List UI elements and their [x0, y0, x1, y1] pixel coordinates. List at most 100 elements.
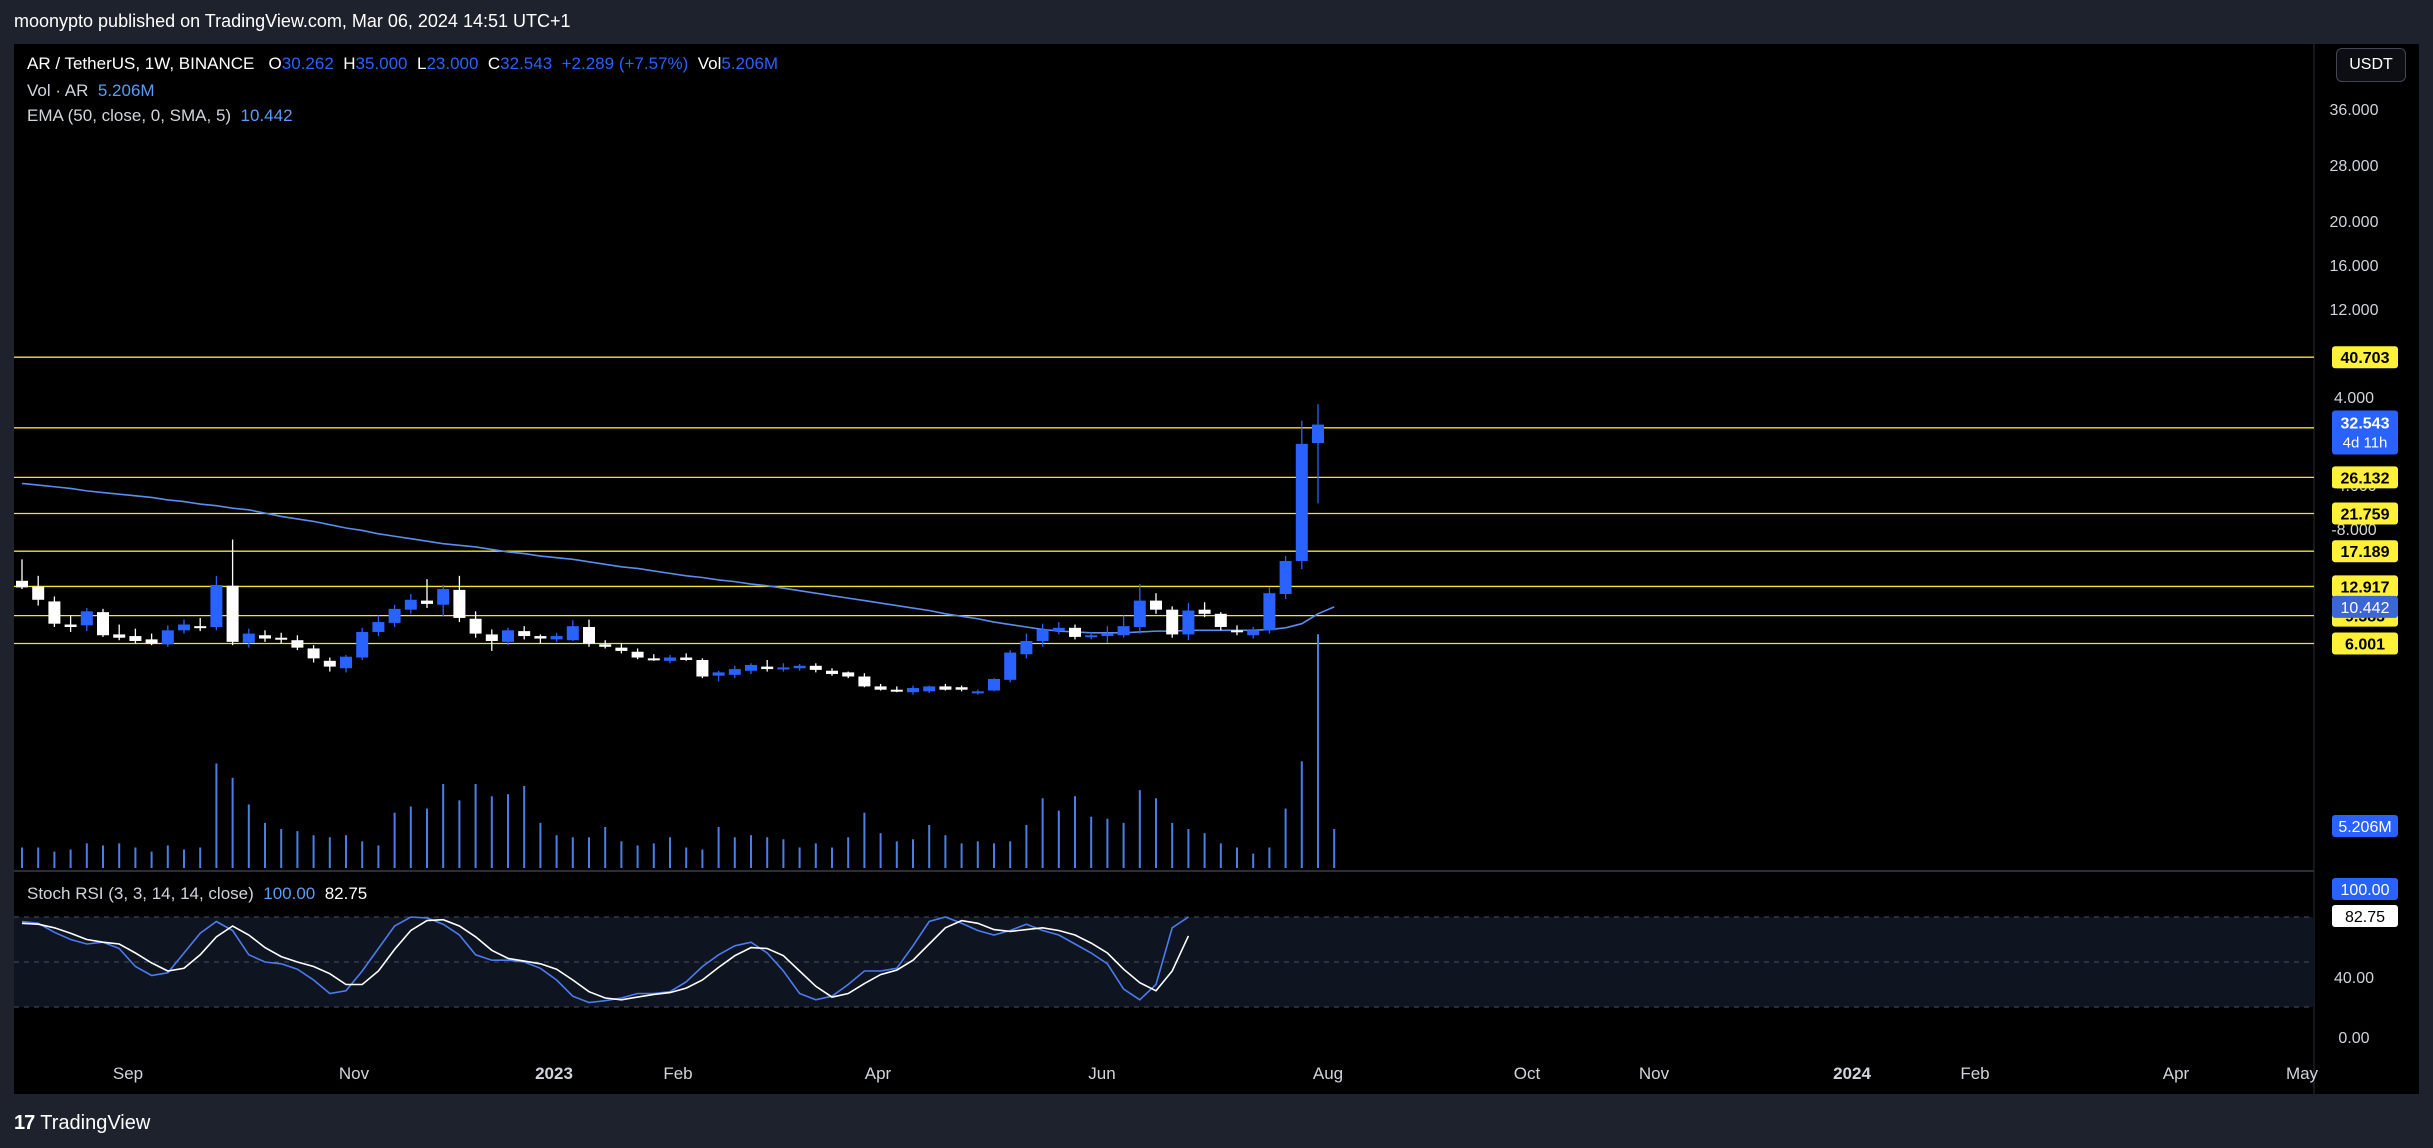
candle-body [372, 622, 385, 632]
low-label: L [416, 54, 427, 73]
candle-body [1295, 443, 1308, 561]
candle-body [1036, 629, 1049, 642]
candle-body [323, 660, 336, 667]
stoch-k-label-bg [2332, 878, 2398, 900]
stoch-d-value: 82.75 [324, 884, 368, 903]
candle-body [340, 656, 352, 669]
candle-body [1150, 600, 1162, 610]
candle-body [1020, 641, 1033, 655]
candle-body [583, 627, 595, 644]
vol-label: Vol [697, 54, 722, 73]
level-label: 17.189 [2341, 544, 2390, 561]
candle-body [1117, 626, 1130, 636]
candle-body [809, 665, 822, 670]
candle-body [599, 644, 612, 647]
candle-body [647, 658, 660, 661]
currency-button[interactable]: USDT [2336, 48, 2406, 82]
candle-body [1085, 635, 1098, 638]
candle-body [664, 657, 676, 661]
candle-body [1182, 610, 1195, 635]
price-tick-label: 36.000 [2330, 102, 2379, 119]
time-tick-label: Feb [663, 1064, 692, 1083]
level-label-bg [2332, 346, 2398, 369]
ema-line [21, 482, 1335, 634]
candle-body [388, 608, 401, 623]
volume-label-bg [2332, 815, 2398, 837]
price-tick-label: 12.000 [2330, 302, 2379, 319]
price-tick-label: 20.000 [2330, 214, 2379, 231]
time-tick-label: Nov [339, 1064, 370, 1083]
ema-label-bg [2332, 595, 2398, 618]
level-label: 12.917 [2341, 579, 2390, 596]
level-label-bg [2332, 575, 2398, 598]
last-price-label: 32.543 [2341, 416, 2390, 433]
time-tick-label: May [2286, 1064, 2319, 1083]
price-tick-label: -8.000 [2331, 522, 2376, 539]
vol-value: 5.206M [721, 54, 779, 73]
volume-label: 5.206M [2338, 819, 2391, 836]
candle-body [275, 637, 288, 640]
time-tick-label: 2024 [1833, 1064, 1871, 1083]
volume-indicator-value: 5.206M [97, 81, 155, 100]
time-tick-label: Sep [113, 1064, 143, 1083]
open-value: 30.262 [281, 54, 334, 73]
last-price-label-bg [2332, 410, 2398, 455]
chart-area[interactable]: 36.00028.00020.00016.00012.0004.0000.000… [14, 44, 2419, 1094]
candle-body [1231, 630, 1243, 633]
candle-body [16, 580, 28, 588]
candle-body [955, 687, 968, 690]
time-tick-label: Oct [1514, 1064, 1541, 1083]
candle-body [1166, 609, 1179, 635]
candle-body [1069, 627, 1081, 637]
candle-body [907, 688, 919, 693]
high-value: 35.000 [355, 54, 408, 73]
candle-body [242, 633, 255, 643]
candle-body [777, 667, 790, 670]
candle-body [161, 630, 174, 645]
stoch-k-line [21, 916, 1189, 1004]
level-label-bg [2332, 502, 2398, 525]
time-tick-label: Apr [2163, 1064, 2190, 1083]
candle-body [939, 686, 952, 690]
stoch-tick-label: 0.00 [2338, 1030, 2369, 1047]
level-label-bg [2332, 540, 2398, 563]
time-tick-label: Apr [865, 1064, 892, 1083]
ema-label: 10.442 [2341, 600, 2390, 617]
close-value: 32.543 [500, 54, 553, 73]
level-label: 6.001 [2345, 636, 2385, 653]
candle-body [178, 624, 190, 631]
ema-legend: EMA (50, close, 0, SMA, 5) 10.442 [27, 106, 293, 126]
price-tick-label: 28.000 [2330, 158, 2379, 175]
tradingview-logo-icon: 17 [14, 1112, 35, 1134]
volume-legend: Vol · AR 5.206M [27, 81, 155, 101]
candle-body [696, 660, 709, 677]
tradingview-logo[interactable]: 17 TradingView [14, 1112, 150, 1135]
stoch-legend: Stoch RSI (3, 3, 14, 14, close) 100.00 8… [27, 884, 367, 904]
price-tick-label: 16.000 [2330, 258, 2379, 275]
stoch-d-label-bg [2332, 905, 2398, 927]
candle-body [793, 665, 806, 669]
level-label: 26.132 [2341, 470, 2390, 487]
stoch-k-label: 100.00 [2341, 882, 2390, 899]
price-tick-label: 4.000 [2334, 390, 2374, 407]
volume-indicator-name: Vol · AR [27, 81, 89, 100]
footer: 17 TradingView [0, 1100, 2433, 1148]
candle-body [113, 634, 126, 638]
candle-body [129, 636, 142, 642]
candle-body [80, 611, 93, 626]
candle-body [923, 686, 936, 692]
countdown-label: 4d 11h [2343, 435, 2388, 452]
open-label: O [268, 54, 282, 73]
candle-body [550, 636, 563, 640]
time-tick-label: Feb [1960, 1064, 1989, 1083]
symbol-legend: AR / TetherUS, 1W, BINANCE O30.262 H35.0… [27, 54, 778, 74]
candle-body [890, 689, 903, 692]
candle-body [518, 631, 531, 637]
candle-body [1214, 613, 1227, 627]
candle-body [631, 651, 644, 658]
candle-body [421, 600, 433, 604]
chart-canvas[interactable]: 36.00028.00020.00016.00012.0004.0000.000… [14, 44, 2419, 1094]
candle-body [64, 624, 77, 627]
high-label: H [343, 54, 356, 73]
candle-body [1101, 633, 1114, 637]
